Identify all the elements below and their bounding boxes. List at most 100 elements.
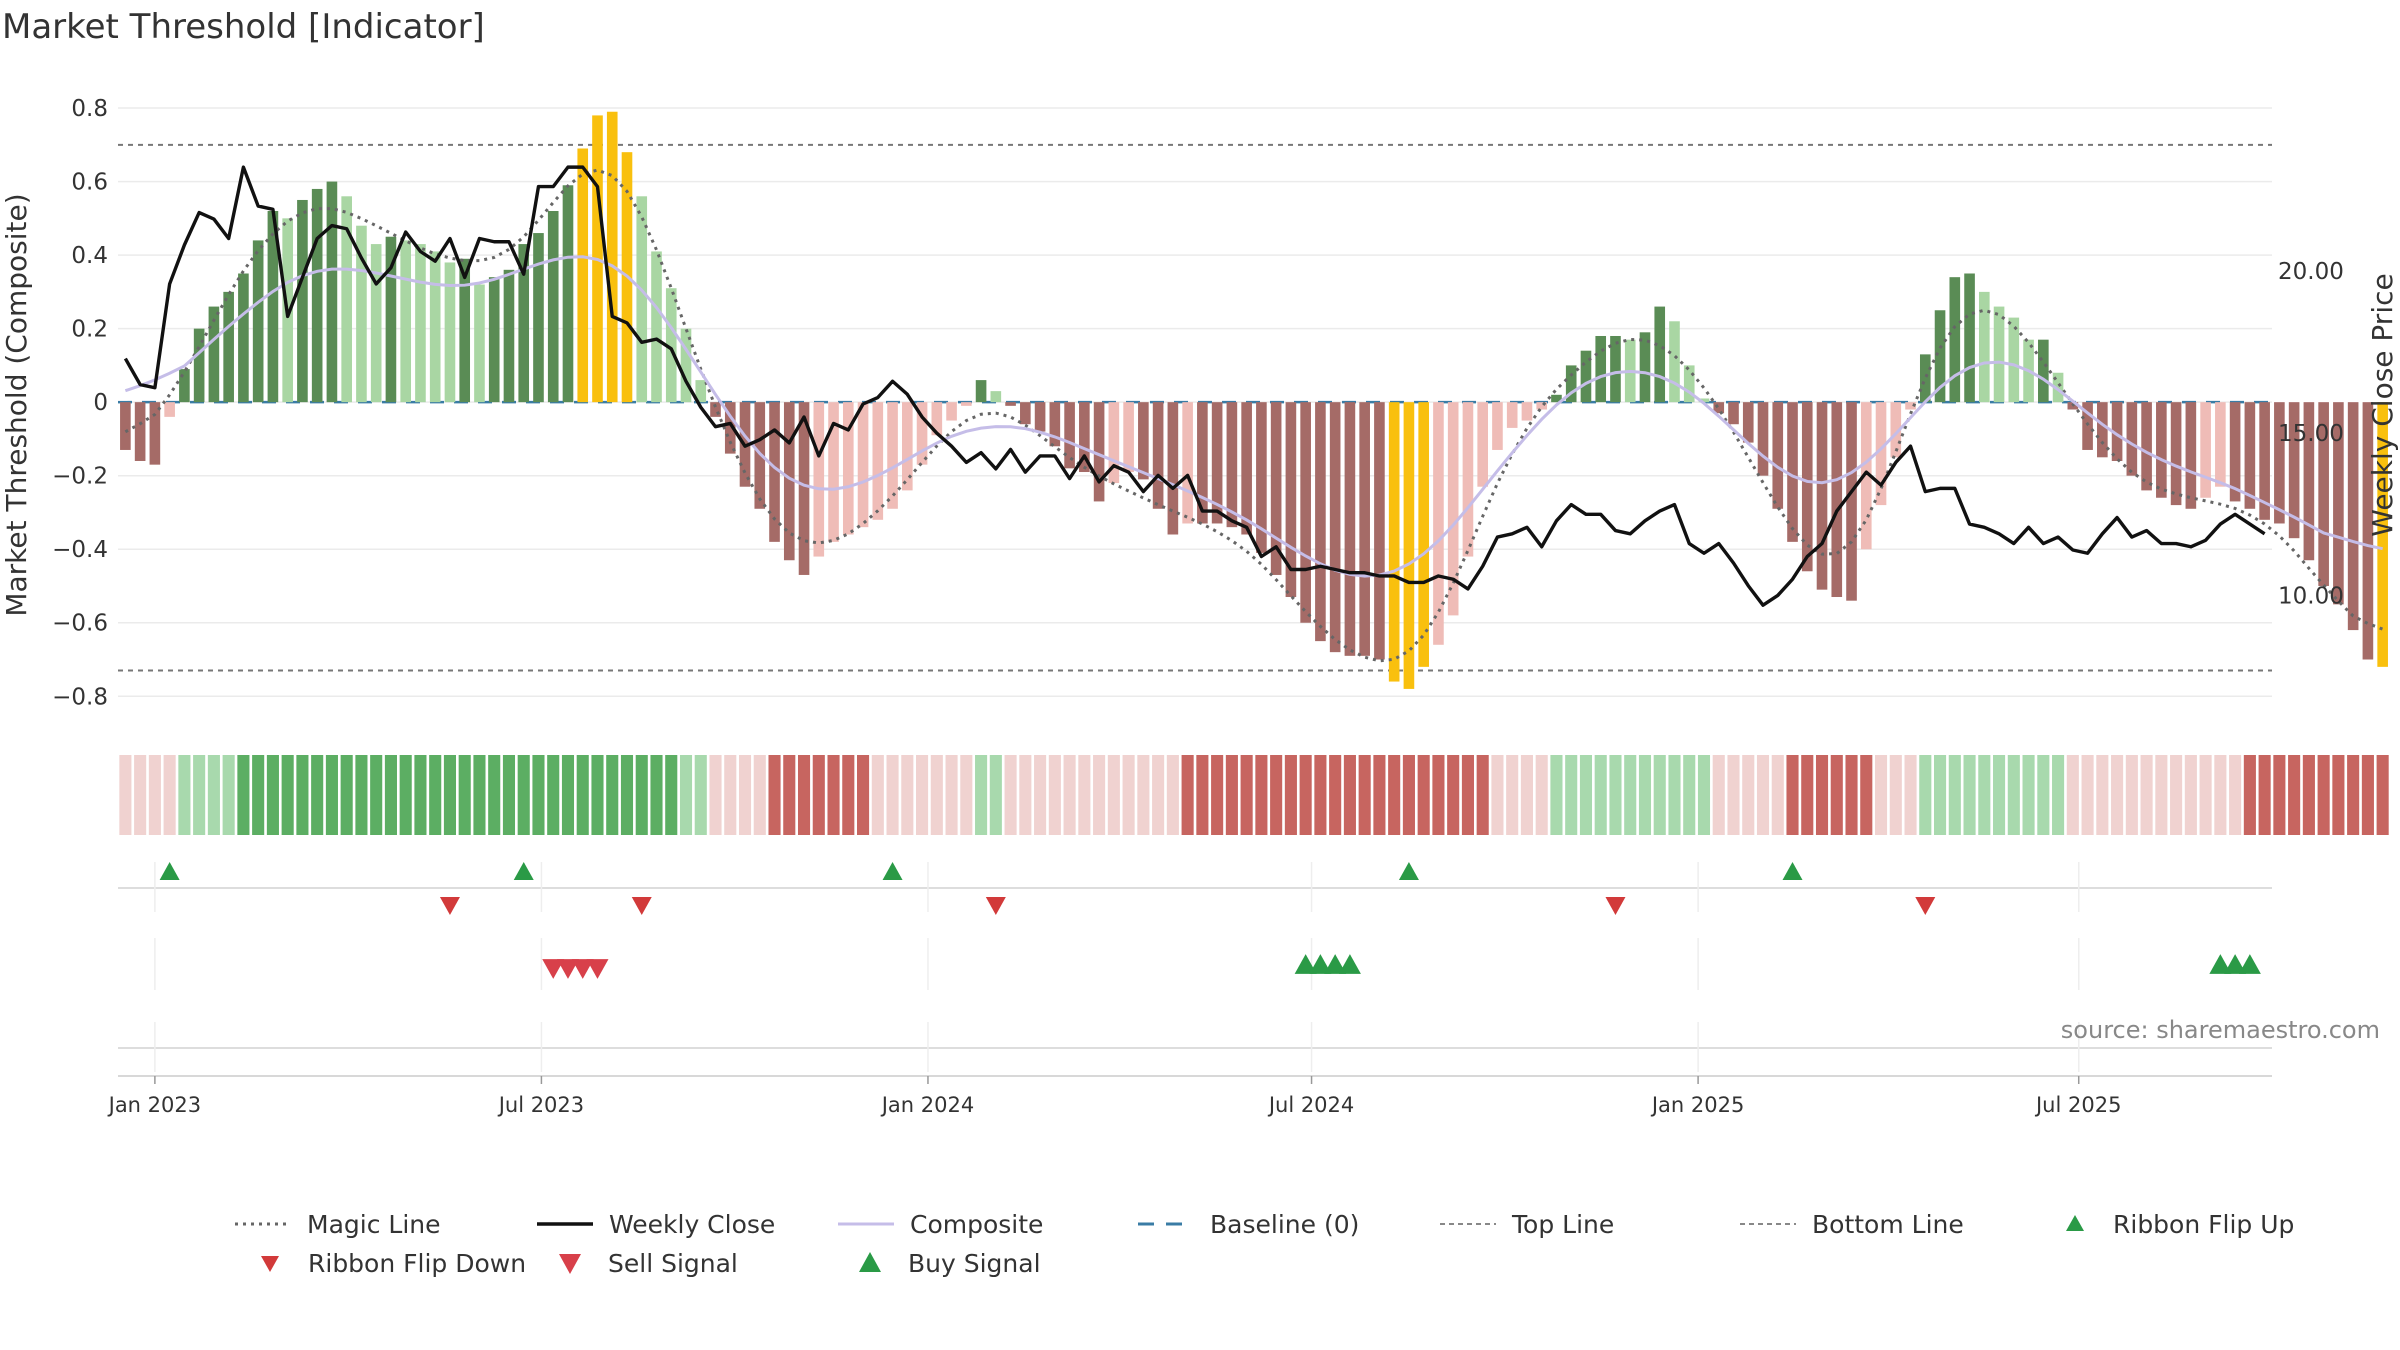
legend: Magic Line Weekly Close Composite Baseline … [235,1210,2294,1278]
composite-bar [1654,306,1666,403]
legend-label: Buy Signal [908,1249,1041,1278]
ribbon-cell [1461,755,1474,835]
composite-bar [2126,402,2138,476]
ribbon-cell [1579,755,1593,835]
ribbon-cell [1845,755,1858,835]
ribbon-cell [1860,755,1873,835]
composite-bar [1093,402,1105,502]
y-axis-label: Market Threshold (Composite) [0,193,33,616]
composite-bar [1329,402,1341,653]
composite-bar [1256,402,1267,553]
ribbon-cell [429,755,442,835]
ribbon-cell [1624,755,1637,835]
composite-bar [1506,402,1518,428]
ribbon-flip-down-marker [1915,897,1936,915]
ribbon-cell [517,755,530,835]
composite-bar [2288,402,2300,539]
x-tick-label: Jul 2024 [1267,1093,1354,1117]
ribbon-cell [547,755,560,835]
composite-bar [1610,335,1621,403]
ribbon-cell [1697,755,1711,835]
ribbon-cell [1594,755,1607,835]
composite-bar [1521,402,1533,421]
composite-bar [208,306,220,403]
ribbon-cell [1638,755,1652,835]
ribbon-cell [1948,755,1961,835]
ribbon-cell [606,755,619,835]
composite-bar [975,380,987,403]
legend-label: Weekly Close [609,1210,775,1239]
buy-signal-marker [1324,954,1347,974]
composite-bar [2038,339,2049,403]
ribbon-cell [119,755,132,835]
composite-bar [1447,402,1459,616]
ribbon-cell [916,755,929,835]
composite-bar [1433,402,1444,645]
composite-bar [1831,402,1843,598]
ribbon-cell [2007,755,2020,835]
sell-signal-marker [586,959,609,979]
composite-bar [1005,402,1016,406]
chart-title: Market Threshold [Indicator] [2,7,485,47]
ribbon-cell [1417,755,1430,835]
composite-bar [488,277,500,403]
ribbon-cell [2258,755,2271,835]
composite-bar [1565,365,1577,403]
y-tick-0: 0.8 [71,96,108,122]
y2-tick-0: 20.00 [2278,259,2344,285]
ribbon-cell [1786,755,1799,835]
composite-bar [2156,402,2167,498]
ribbon-cell [871,755,884,835]
composite-bar [149,402,161,465]
ribbon-cell [311,755,324,835]
ribbon-cell [1609,755,1622,835]
composite-bar [1875,402,1887,506]
composite-bar [252,240,264,403]
ribbon-cell [1801,755,1814,835]
ribbon-strip [119,755,2389,835]
ribbon-cell [266,755,279,835]
ribbon-cell [1284,755,1297,835]
ribbon-flip-up-marker [1398,862,1419,880]
reference-lines [118,143,2272,672]
ribbon-cell [1078,755,1091,835]
composite-bar [1993,306,2005,403]
composite-bar [311,188,323,403]
ribbon-cell [1963,755,1976,835]
legend-label: Ribbon Flip Down [308,1249,526,1278]
composite-bar [1285,402,1297,598]
composite-bar [1152,402,1164,509]
ribbon-cell [665,755,678,835]
composite-bar [1639,332,1651,403]
sell-signal-marker [556,959,579,979]
ribbon-cell [2243,755,2256,835]
ribbon-cell [281,755,294,835]
ribbon-cell [384,755,397,835]
ribbon-cell [2199,755,2212,835]
composite-bar [769,402,780,542]
ribbon-cell [930,755,943,835]
ribbon-cell [1933,755,1947,835]
composite-bar [415,244,426,403]
ribbon-cell [2361,755,2374,835]
legend-sample-buy [859,1252,881,1272]
composite-bar [297,199,308,403]
composite-bar [577,148,589,403]
composite-bar [710,402,721,417]
sell-signal-marker [571,959,594,979]
ribbon-cell [827,755,840,835]
ribbon-cell [1388,755,1401,835]
ribbon-cell [340,755,353,835]
ribbon-cell [2022,755,2035,835]
ribbon-cell [886,755,899,835]
ribbon-cell [1491,755,1504,835]
ribbon-cell [148,755,161,835]
composite-bar [2259,402,2270,520]
ribbon-cell [2170,755,2183,835]
x-tick-label: Jul 2023 [497,1093,584,1117]
weekly-close-line [123,165,2266,607]
y-tick-2: 0.4 [71,243,108,269]
ribbon-cell [473,755,486,835]
ribbon-cell [650,755,663,835]
composite-bar [606,111,618,403]
